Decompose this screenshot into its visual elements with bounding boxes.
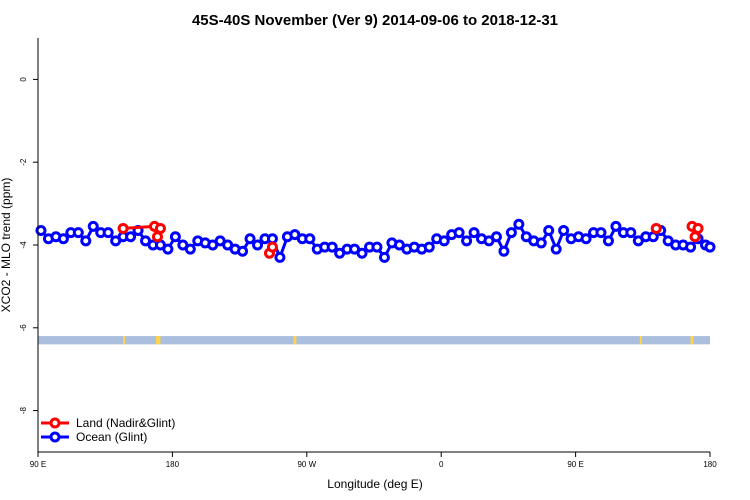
ocean-point [580, 233, 592, 245]
x-tick-label: 180 [703, 460, 717, 469]
ocean-point [498, 245, 510, 257]
ocean-point [184, 243, 196, 255]
y-axis-label: XCO2 - MLO trend (ppm) [0, 178, 13, 313]
ocean-point [558, 225, 570, 237]
axes: 90 E 180 90 W 0 90 E 180 0 -2 -4 -6 -8 [19, 38, 717, 469]
ocean-point [610, 220, 622, 232]
legend-ocean-label: Ocean (Glint) [76, 430, 147, 444]
x-tick-label: 90 E [567, 460, 583, 469]
ocean-point [356, 247, 368, 259]
ocean-point [625, 227, 637, 239]
land-patch [639, 336, 642, 345]
legend-ocean-marker [49, 431, 61, 443]
x-axis-label: Longitude (deg E) [327, 477, 422, 491]
ocean-point [550, 243, 562, 255]
ocean-point [595, 227, 607, 239]
legend-land-marker [49, 417, 61, 429]
ocean-point [468, 227, 480, 239]
land-patch [690, 336, 694, 345]
land-point [154, 222, 166, 234]
ocean-point [326, 241, 338, 253]
y-tick-label: -2 [19, 158, 28, 166]
ocean-point [72, 227, 84, 239]
ocean-point [80, 235, 92, 247]
x-tick-label: 180 [166, 460, 180, 469]
ocean-point [304, 233, 316, 245]
ocean-point [237, 245, 249, 257]
land-patch [123, 336, 126, 345]
ocean-point [490, 231, 502, 243]
land-ocean-band [38, 336, 710, 345]
ocean-point [704, 241, 716, 253]
land-point [692, 222, 704, 234]
ocean-point [505, 227, 517, 239]
ocean-point [378, 251, 390, 263]
legend: Land (Nadir&Glint) Ocean (Glint) [41, 416, 175, 444]
ocean-point [252, 239, 264, 251]
ocean-point [162, 243, 174, 255]
ocean-point [244, 233, 256, 245]
ocean-point [125, 231, 137, 243]
y-tick-label: -8 [19, 406, 28, 414]
x-tick-label: 90 E [30, 460, 46, 469]
land-patch [155, 336, 161, 345]
x-tick-label: 0 [439, 460, 444, 469]
ocean-band [38, 336, 710, 345]
ocean-point [453, 227, 465, 239]
series-land [117, 220, 704, 259]
ocean-point [371, 241, 383, 253]
land-point [650, 222, 662, 234]
land-patch [293, 336, 297, 345]
ocean-point [685, 241, 697, 253]
ocean-point [543, 225, 555, 237]
ocean-point [535, 237, 547, 249]
y-tick-label: -6 [19, 324, 28, 332]
ocean-point [87, 220, 99, 232]
land-point [266, 241, 278, 253]
ocean-point [57, 233, 69, 245]
ocean-point [35, 225, 47, 237]
ocean-point [602, 235, 614, 247]
y-tick-label: 0 [19, 77, 28, 82]
ocean-point [169, 231, 181, 243]
y-tick-label: -4 [19, 241, 28, 249]
chart-title: 45S-40S November (Ver 9) 2014-09-06 to 2… [192, 12, 558, 29]
legend-land-label: Land (Nadir&Glint) [76, 416, 175, 430]
x-tick-label: 90 W [297, 460, 316, 469]
series-ocean [35, 218, 716, 263]
ocean-point [274, 251, 286, 263]
ocean-point [423, 241, 435, 253]
ocean-point [461, 235, 473, 247]
land-point [117, 222, 129, 234]
ocean-point [438, 235, 450, 247]
ocean-point [102, 227, 114, 239]
ocean-point [513, 218, 525, 230]
